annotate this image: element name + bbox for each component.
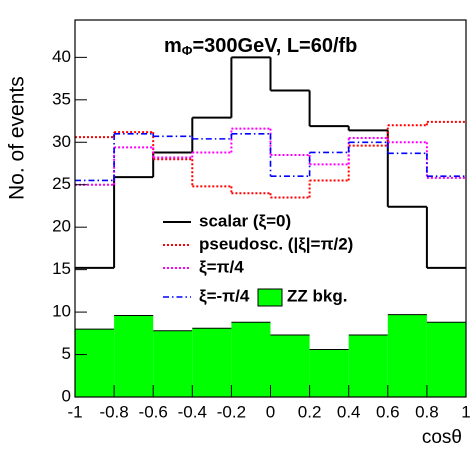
bin-bar [348,335,388,397]
x-axis-label: cosθ [422,427,462,448]
x-tick-label: -0.6 [139,402,168,421]
y-tick-label: 30 [52,132,71,151]
legend-label: ZZ bkg. [287,286,347,305]
bin-bar [114,315,154,397]
y-tick-label: 10 [52,302,71,321]
bin-bar [309,349,349,397]
legend-swatch [257,288,283,307]
x-tick-label: -0.8 [99,402,128,421]
y-tick-label: 0 [62,386,71,405]
title-sub: Φ [182,43,193,58]
title-part: =300GeV, L=60/fb [192,35,357,57]
bin-bar [75,329,115,397]
x-tick-label: -0.4 [178,402,207,421]
bin-bar [231,322,271,397]
title-part: m [164,35,182,57]
x-tick-label: 0.6 [376,402,400,421]
bin-bar [270,335,310,397]
x-tick-label: 0.4 [337,402,361,421]
x-tick-label: -0.2 [217,402,246,421]
bin-bar [192,328,232,397]
x-tick-label: 1 [461,402,470,421]
legend-label: pseudosc. (|ξ|=π/2) [199,234,353,253]
x-tick-label: 0.2 [298,402,322,421]
y-axis-label: No. of events [6,76,29,200]
bin-bar [387,314,427,397]
y-tick-label: 35 [52,89,71,108]
chart-title: mΦ=300GeV, L=60/fb [164,35,357,58]
bin-bar [153,330,193,397]
y-tick-label: 40 [52,47,71,66]
y-tick-label: 20 [52,217,71,236]
x-tick-label: -1 [67,402,82,421]
plot [75,56,466,397]
legend-label: ξ=π/4 [199,257,244,276]
y-tick-label: 25 [52,174,71,193]
legend-label: scalar (ξ=0) [199,211,291,230]
legend-label: ξ=-π/4 [199,286,250,305]
bin-bar [426,322,466,397]
x-tick-label: 0.8 [415,402,439,421]
y-tick-label: 5 [62,344,71,363]
y-tick-label: 15 [52,259,71,278]
x-tick-label: 0 [266,402,275,421]
